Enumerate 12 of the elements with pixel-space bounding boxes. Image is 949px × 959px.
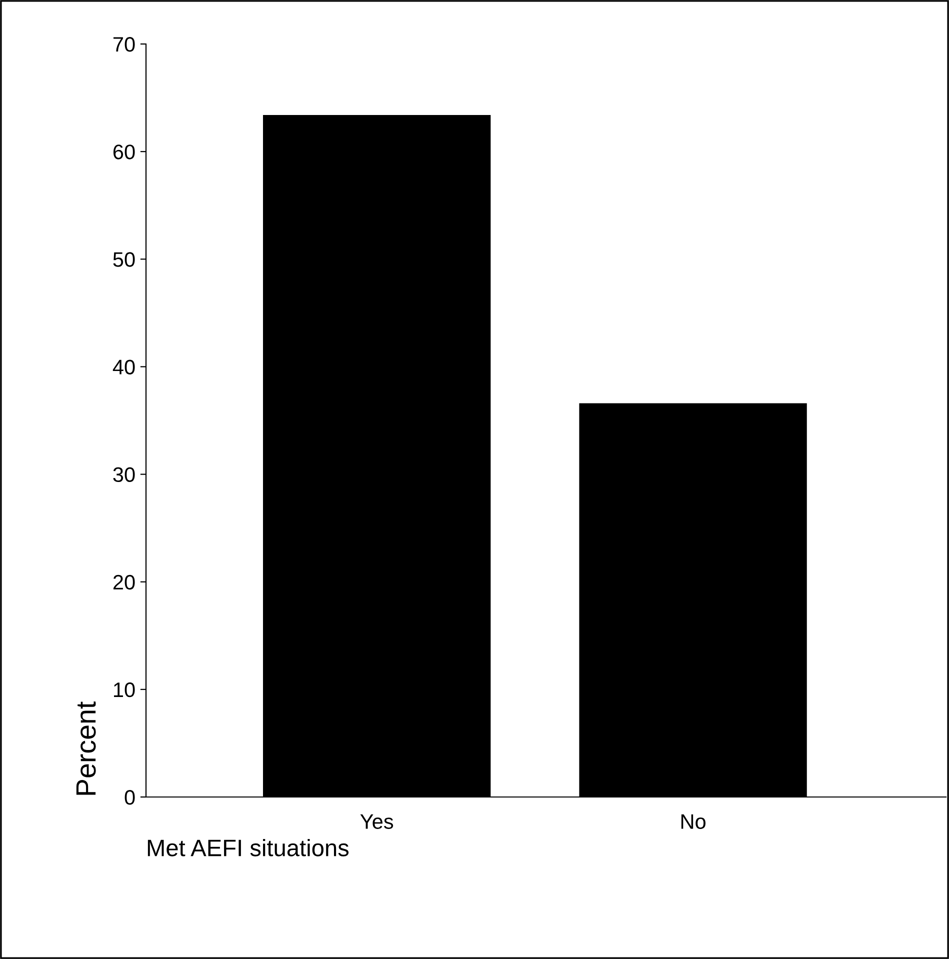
y-tick-label: 0	[124, 790, 135, 805]
y-tick-label: 40	[112, 360, 135, 374]
y-tick-label: 10	[114, 682, 135, 698]
x-axis-title: Met AEFI situations	[148, 838, 349, 856]
y-tick-label: 50	[113, 252, 135, 267]
y-tick-label: 60	[113, 144, 135, 160]
x-tick-label: No	[681, 814, 706, 829]
y-tick-label: 70	[113, 37, 135, 52]
y-axis-title: Percent	[76, 701, 96, 795]
y-tick-label: 30	[113, 467, 135, 482]
x-tick-label: Yes	[360, 814, 394, 829]
y-tick-label: 20	[113, 574, 135, 590]
